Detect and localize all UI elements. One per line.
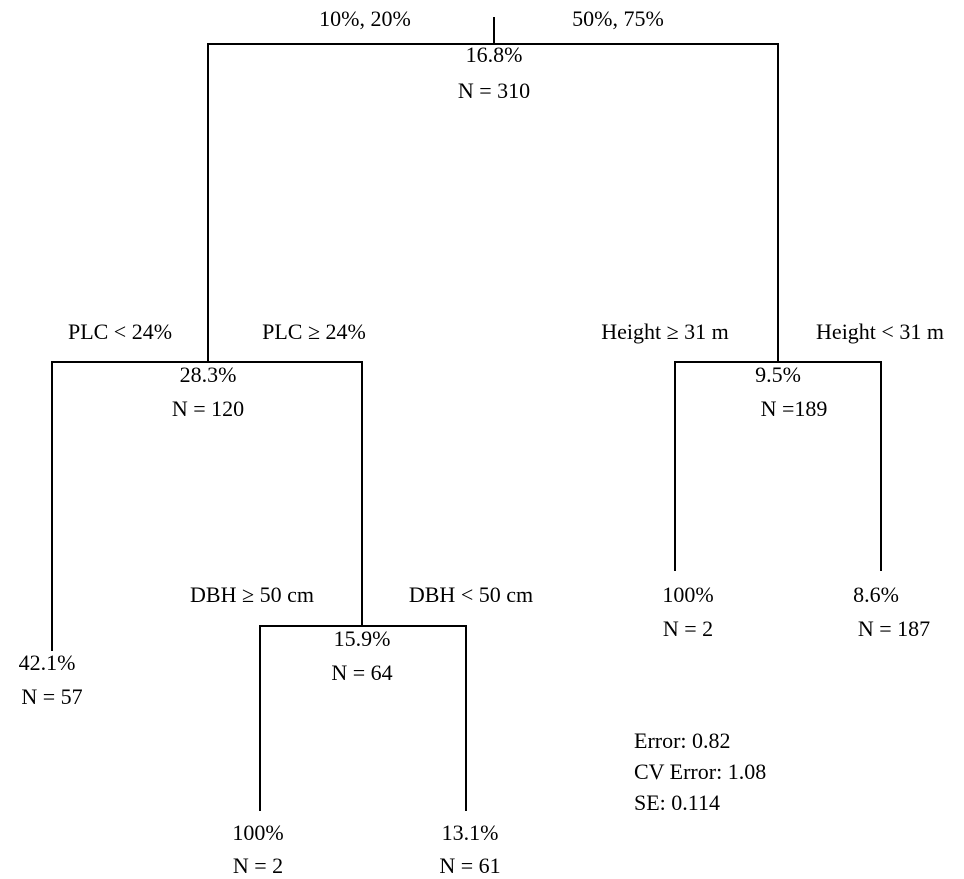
stat-error: Error: 0.82	[634, 728, 731, 753]
stat-cv-error: CV Error: 1.08	[634, 759, 766, 784]
root-count: N = 310	[458, 78, 530, 103]
dbh-left-split-label: DBH ≥ 50 cm	[190, 582, 314, 607]
leaf-dbh-low-value: 13.1%	[442, 820, 499, 845]
root-left-split-label: 10%, 20%	[319, 6, 411, 31]
height-left-split-label: Height ≥ 31 m	[601, 319, 729, 344]
dbh-node-count: N = 64	[331, 660, 392, 685]
height-right-split-label: Height < 31 m	[816, 319, 944, 344]
plc-node-value: 28.3%	[180, 362, 237, 387]
leaf-dbh-low-count: N = 61	[439, 853, 500, 878]
leaf-dbh-high-count: N = 2	[233, 853, 283, 878]
dbh-right-split-label: DBH < 50 cm	[409, 582, 533, 607]
leaf-plc-low-value: 42.1%	[19, 650, 76, 675]
leaf-height-high-value: 100%	[662, 582, 713, 607]
height-node-count: N =189	[761, 396, 828, 421]
plc-left-split-label: PLC < 24%	[68, 319, 172, 344]
root-right-split-label: 50%, 75%	[572, 6, 664, 31]
plc-right-split-label: PLC ≥ 24%	[262, 319, 366, 344]
leaf-height-high-count: N = 2	[663, 616, 713, 641]
root-value: 16.8%	[466, 42, 523, 67]
leaf-height-low-count: N = 187	[858, 616, 930, 641]
dbh-node-value: 15.9%	[334, 626, 391, 651]
stat-se: SE: 0.114	[634, 790, 720, 815]
leaf-height-low-value: 8.6%	[853, 582, 899, 607]
plc-node-count: N = 120	[172, 396, 244, 421]
leaf-plc-low-count: N = 57	[21, 684, 82, 709]
leaf-dbh-high-value: 100%	[232, 820, 283, 845]
height-node-value: 9.5%	[755, 362, 801, 387]
